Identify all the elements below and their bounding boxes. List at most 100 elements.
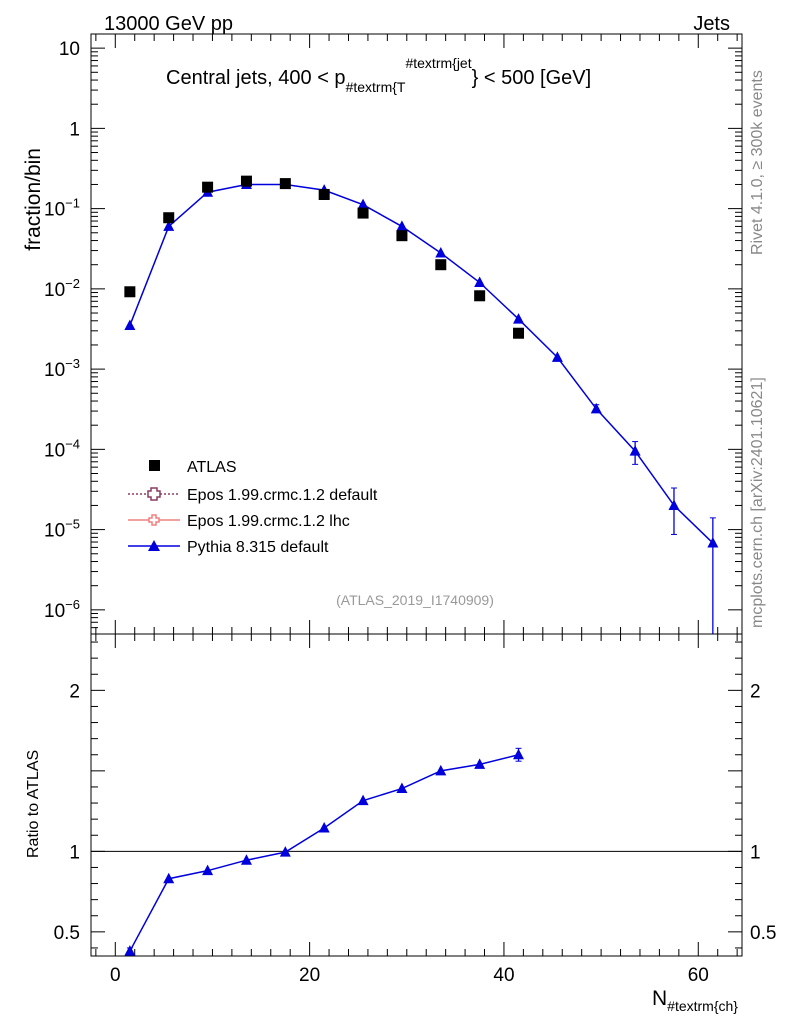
title-tail: } < 500 [GeV] <box>472 67 592 89</box>
pythia-marker <box>124 319 136 330</box>
legend-pythia-label: Pythia 8.315 default <box>187 539 329 556</box>
pythia-marker <box>435 246 447 258</box>
atlas-marker <box>279 178 291 190</box>
rivet-version-label: Rivet 4.1.0, ≥ 300k events <box>749 70 766 255</box>
ratio-pythia-marker <box>124 945 136 956</box>
y-tick-label-base: 10 <box>44 360 65 381</box>
ratio-pythia-marker <box>318 822 330 833</box>
ratio-pythia-line <box>129 754 519 952</box>
y-tick-label-base: 10 <box>44 280 65 301</box>
atlas-marker <box>163 212 175 224</box>
chart-title: Central jets, 400 < p#textrm{T #textrm{je… <box>166 55 591 95</box>
ratio-y-tick-label: 1 <box>69 842 80 863</box>
pythia-marker <box>668 499 680 510</box>
legend: ATLAS Epos 1.99.crmc.1.2 default Epos 1.… <box>128 459 378 556</box>
legend-epos-default-marker <box>147 487 161 501</box>
ratio-y-tick-label: 0.5 <box>54 923 80 944</box>
legend-epos-lhc-label: Epos 1.99.crmc.1.2 lhc <box>187 513 350 530</box>
atlas-marker <box>396 230 408 242</box>
y-tick-label-exp: −4 <box>65 436 80 451</box>
x-axis-label-main: N <box>652 987 667 1010</box>
ratio-y-tick-label: 2 <box>69 681 80 702</box>
y-tick-label-base: 10 <box>44 440 65 461</box>
ratio-y-tick-label-right: 1 <box>750 842 761 863</box>
y-tick-label: 1 <box>69 119 80 140</box>
legend-item-epos-lhc: Epos 1.99.crmc.1.2 lhc <box>128 513 350 530</box>
ratio-pythia-marker <box>240 854 252 865</box>
x-axis-label-sub: #textrm{ch} <box>667 998 738 1014</box>
y-tick-label-exp: −1 <box>65 196 80 211</box>
legend-pythia-marker <box>148 540 160 551</box>
pythia-marker <box>513 313 525 324</box>
y-tick-label-exp: −3 <box>65 356 80 371</box>
atlas-marker <box>240 175 252 187</box>
ratio-panel-frame <box>90 633 743 957</box>
x-axis-label: N#textrm{ch} <box>652 987 738 1014</box>
ratio-y-axis: 0.5 1 2 0.5 1 2 <box>54 641 776 949</box>
ratio-y-axis-label: Ratio to ATLAS <box>25 750 42 858</box>
ratio-panel: 0.5 1 2 0.5 1 2 0 20 40 60 Ratio to ATLAS N#text… <box>25 633 776 1014</box>
legend-atlas-marker <box>149 460 160 471</box>
x-tick-label: 60 <box>688 965 709 986</box>
atlas-marker <box>202 181 214 193</box>
y-tick-label: 10 <box>59 39 80 60</box>
y-tick-label: 10−3 <box>44 356 80 381</box>
y-tick-label-exp: −2 <box>65 276 80 291</box>
atlas-marker <box>513 327 525 339</box>
atlas-marker <box>474 290 486 302</box>
y-tick-label-base: 10 <box>44 200 65 221</box>
atlas-marker <box>318 188 330 200</box>
y-tick-label: 10−1 <box>44 196 80 221</box>
atlas-marker <box>435 259 447 271</box>
legend-epos-lhc-marker <box>148 514 160 526</box>
pythia-marker <box>396 220 408 231</box>
ratio-y-tick-label-right: 2 <box>750 681 761 702</box>
header-energy-label: 13000 GeV pp <box>104 13 233 35</box>
main-series <box>124 175 719 634</box>
main-y-axis-label: fraction/bin <box>22 148 45 251</box>
main-x-ticks <box>95 34 738 634</box>
ratio-pythia-marker <box>357 794 369 806</box>
title-main: Central jets, 400 < p <box>166 67 346 89</box>
title-sub: #textrm{T <box>346 79 406 95</box>
legend-atlas-label: ATLAS <box>187 459 237 476</box>
atlas-marker <box>357 207 369 219</box>
atlas-marker <box>124 286 136 298</box>
analysis-ref: (ATLAS_2019_I1740909) <box>336 592 494 608</box>
ratio-series <box>124 747 525 956</box>
pythia-marker <box>163 220 175 231</box>
pythia-line <box>129 183 714 544</box>
pythia-marker <box>629 445 641 456</box>
y-tick-label-base: 10 <box>44 521 65 542</box>
y-tick-label-exp: −6 <box>65 597 80 612</box>
pythia-marker <box>707 537 719 548</box>
x-tick-label: 20 <box>299 965 320 986</box>
pythia-marker <box>590 402 602 414</box>
ratio-pythia-marker <box>396 782 408 794</box>
ratio-pythia-marker <box>202 864 214 876</box>
pythia-marker <box>474 276 486 288</box>
ratio-pythia-marker <box>474 758 486 769</box>
x-tick-label: 40 <box>493 965 514 986</box>
x-tick-label: 0 <box>110 965 121 986</box>
y-tick-label-base: 10 <box>44 601 65 622</box>
ratio-y-tick-label-right: 0.5 <box>750 923 776 944</box>
y-tick-label: 10−2 <box>44 276 80 301</box>
pythia-marker <box>357 198 369 210</box>
ratio-pythia-marker <box>163 872 175 884</box>
legend-epos-default-label: Epos 1.99.crmc.1.2 default <box>187 487 378 504</box>
pythia-marker <box>551 351 563 362</box>
ratio-x-axis: 0 20 40 60 <box>95 634 738 986</box>
y-tick-label: 10−4 <box>44 436 80 461</box>
y-tick-label: 10−6 <box>44 597 80 622</box>
y-tick-label-exp: −5 <box>65 517 80 532</box>
y-tick-label: 10−5 <box>44 517 80 542</box>
ratio-pythia-marker <box>513 748 525 760</box>
legend-item-pythia: Pythia 8.315 default <box>128 539 329 556</box>
header-jets-label: Jets <box>693 13 730 35</box>
legend-item-epos-default: Epos 1.99.crmc.1.2 default <box>128 487 378 504</box>
mcplots-label: mcplots.cern.ch [arXiv:2401.10621] <box>749 377 766 628</box>
legend-item-atlas: ATLAS <box>149 459 237 476</box>
